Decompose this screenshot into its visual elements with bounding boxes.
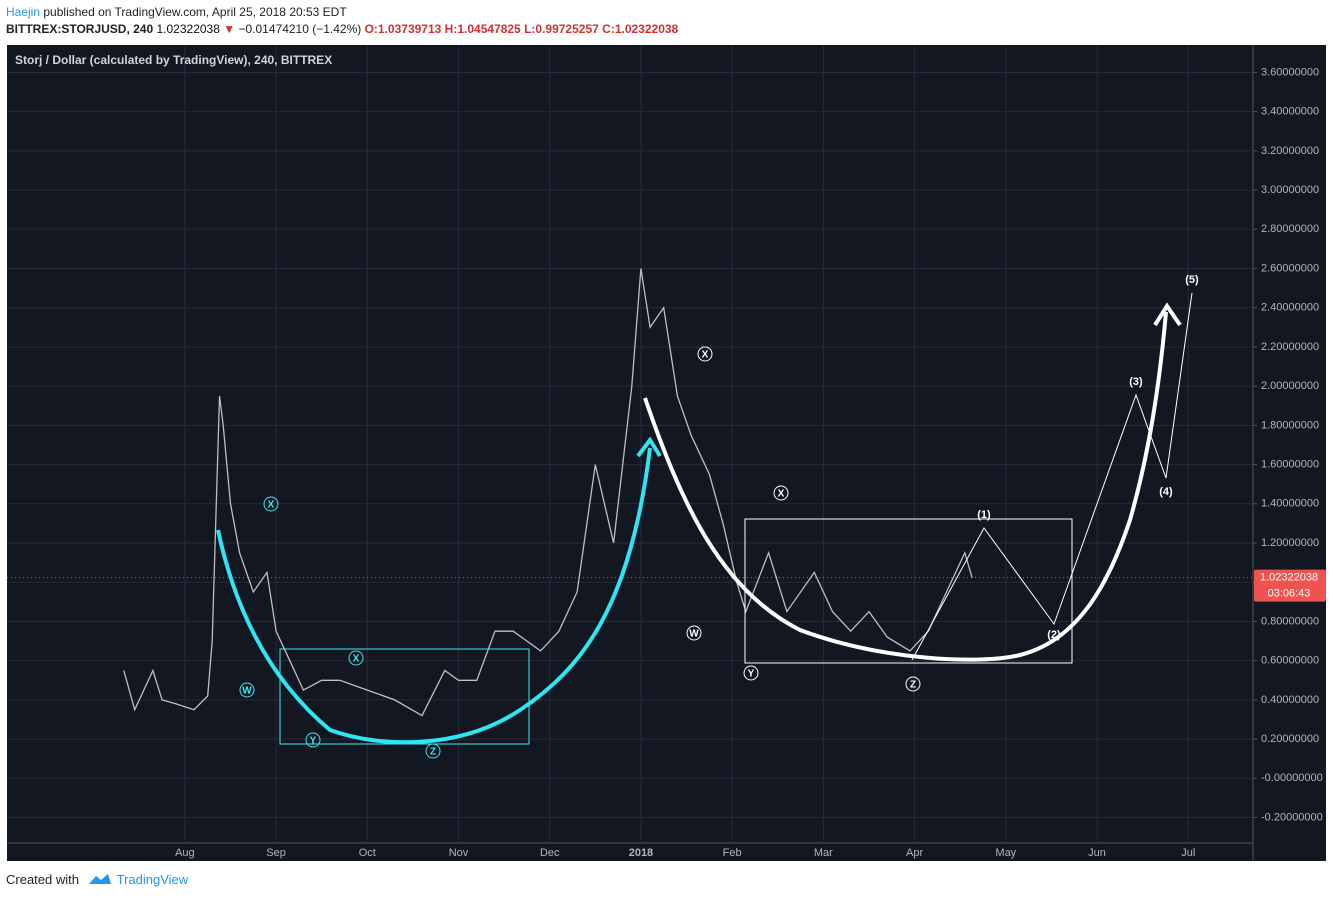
wave-label: Y <box>310 736 317 747</box>
y-tick-label: 2.60000000 <box>1261 262 1319 274</box>
low: L:0.99725257 <box>524 22 599 36</box>
wave-path <box>911 292 1193 661</box>
wave-circle <box>905 676 921 692</box>
time-axis-bg <box>7 843 1326 861</box>
y-tick-label: 2.00000000 <box>1261 380 1319 392</box>
y-tick-label: 3.20000000 <box>1261 145 1319 157</box>
wave-label: X <box>268 500 275 511</box>
close: C:1.02322038 <box>602 22 679 36</box>
last-price-box <box>1254 569 1326 602</box>
x-tick-label: Jun <box>1088 847 1106 859</box>
publish-line: Haejin published on TradingView.com, Apr… <box>6 4 678 21</box>
brand[interactable]: TradingView <box>116 872 189 887</box>
wave-label: W <box>242 686 252 697</box>
logo <box>89 874 111 884</box>
cyan-curve <box>216 447 652 745</box>
y-tick-label: 1.60000000 <box>1261 458 1319 470</box>
wave-circle <box>305 732 321 748</box>
cyan-arrow <box>636 436 662 458</box>
x-tick-label: Oct <box>359 847 376 859</box>
y-tick-label: 1.20000000 <box>1261 537 1319 549</box>
down-arrow: ▼ <box>223 22 236 36</box>
wave-circle <box>239 682 255 698</box>
y-tick-label: 3.00000000 <box>1261 184 1319 196</box>
white-curve <box>643 311 1168 662</box>
header: Haejin published on TradingView.com, Apr… <box>6 4 678 38</box>
wave-label: (5) <box>1185 274 1199 286</box>
change: −0.01474210 (−1.42%) <box>238 22 362 36</box>
published: published on TradingView.com, April 25, … <box>43 5 347 19</box>
y-tick-label: -0.20000000 <box>1261 811 1323 823</box>
y-tick-label: -0.00000000 <box>1261 772 1323 784</box>
wave-circle <box>686 625 702 641</box>
wave-circle <box>425 743 441 759</box>
symbol: BITTREX:STORJUSD, 240 <box>6 22 154 36</box>
drawings <box>216 292 1193 745</box>
wave-label: (3) <box>1129 376 1143 388</box>
open: O:1.03739713 <box>364 22 442 36</box>
wave-label: W <box>689 629 699 640</box>
x-tick-label: Dec <box>540 847 560 859</box>
y-tick-label: 0.60000000 <box>1261 655 1319 667</box>
wave-label: Y <box>748 669 755 680</box>
y-tick-label: 1.80000000 <box>1261 419 1319 431</box>
x-tick-label: Aug <box>175 847 195 859</box>
x-tick-label: Jul <box>1181 847 1195 859</box>
last-price: 1.02322038 <box>1260 572 1318 584</box>
wave-circle <box>263 496 279 512</box>
wave-circle <box>697 346 713 362</box>
y-tick-label: 0.40000000 <box>1261 694 1319 706</box>
price-line <box>123 268 973 717</box>
wave-label: (4) <box>1159 486 1173 498</box>
x-tick-label: 2018 <box>629 847 653 859</box>
y-tick-label: 3.40000000 <box>1261 106 1319 118</box>
x-tick-label: Nov <box>449 847 469 859</box>
wave-circle <box>348 650 364 666</box>
wave-label: X <box>353 654 360 665</box>
y-tick-label: 1.40000000 <box>1261 498 1319 510</box>
wave-label: Z <box>910 680 916 691</box>
created: Created with <box>6 872 79 887</box>
author[interactable]: Haejin <box>6 5 41 19</box>
footer: Created with TradingView <box>6 872 188 887</box>
high: H:1.04547825 <box>444 22 521 36</box>
wave-circle <box>743 665 759 681</box>
countdown: 03:06:43 <box>1268 588 1311 600</box>
wave-label: (1) <box>977 509 991 521</box>
wave-label: X <box>702 350 709 361</box>
plot-bg <box>7 45 1253 843</box>
y-tick-label: 3.60000000 <box>1261 66 1319 78</box>
y-tick-label: 2.20000000 <box>1261 341 1319 353</box>
quote-line: BITTREX:STORJUSD, 240 1.02322038 ▼ −0.01… <box>6 21 678 38</box>
y-tick-label: 2.40000000 <box>1261 302 1319 314</box>
wave-label: Z <box>430 747 436 758</box>
wave-label: (2) <box>1047 629 1061 641</box>
x-tick-label: Sep <box>266 847 286 859</box>
wave-circle <box>773 485 789 501</box>
x-tick-label: May <box>995 847 1016 859</box>
chart: Storj / Dollar (calculated by TradingVie… <box>7 45 1326 861</box>
x-tick-label: Feb <box>723 847 742 859</box>
x-tick-label: Mar <box>814 847 833 859</box>
chart-title: Storj / Dollar (calculated by TradingVie… <box>15 53 332 67</box>
y-tick-label: 0.80000000 <box>1261 615 1319 627</box>
y-tick-label: 0.20000000 <box>1261 733 1319 745</box>
x-tick-label: Apr <box>906 847 923 859</box>
y-tick-label: 2.80000000 <box>1261 223 1319 235</box>
price: 1.02322038 <box>156 22 220 36</box>
white-arrow <box>1153 302 1182 327</box>
price-axis-bg <box>1253 45 1326 843</box>
wave-label: X <box>778 489 785 500</box>
